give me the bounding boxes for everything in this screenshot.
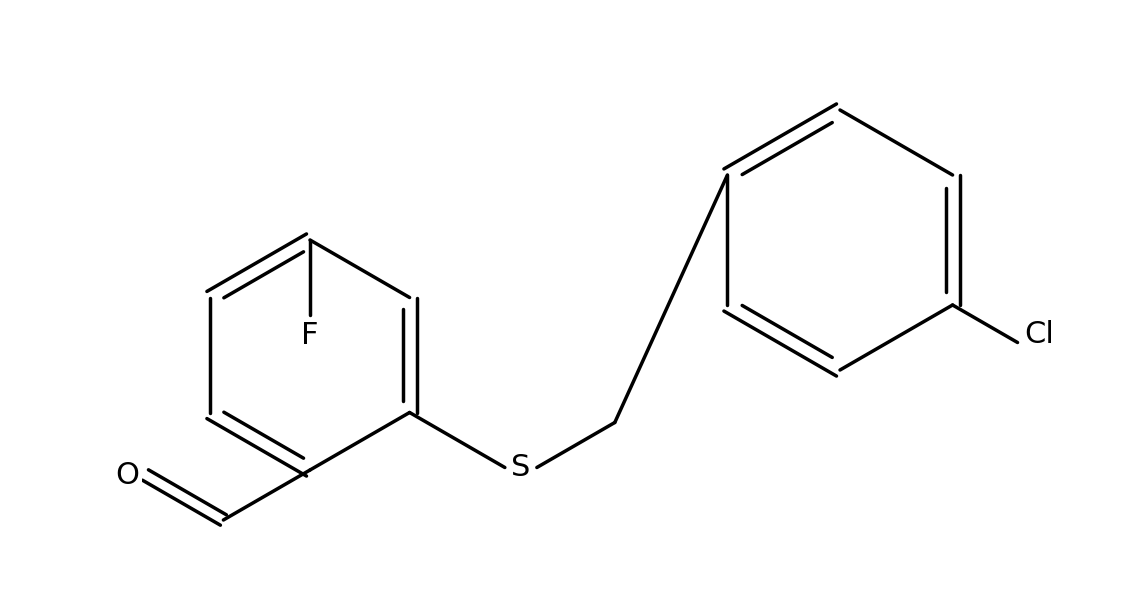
Text: F: F: [301, 321, 319, 349]
Text: Cl: Cl: [1025, 320, 1054, 349]
Text: O: O: [116, 460, 140, 489]
Text: S: S: [511, 453, 531, 482]
